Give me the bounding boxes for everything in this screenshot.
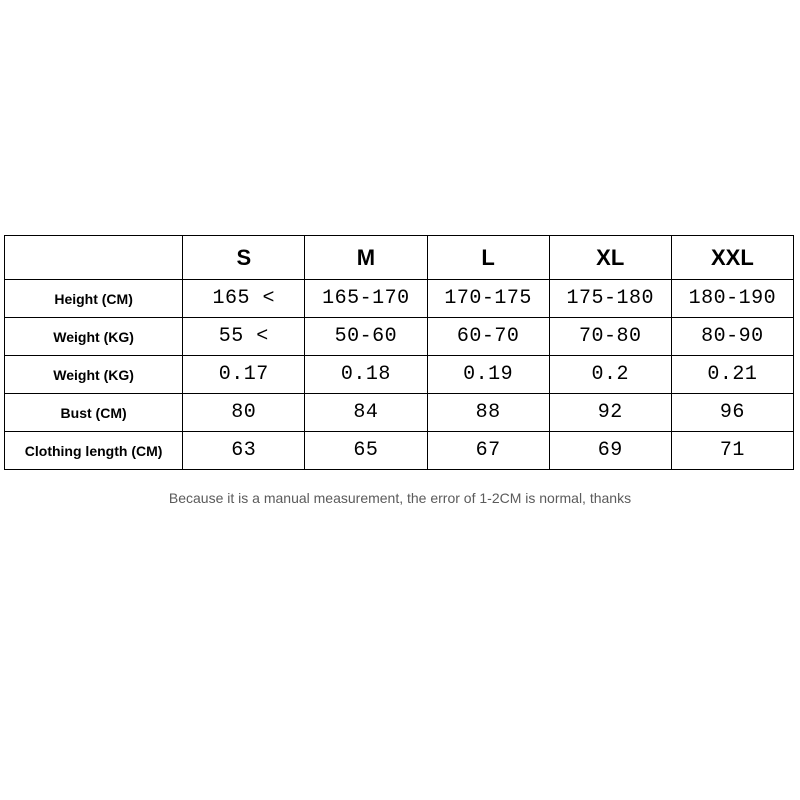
cell-weight1-xxl: 80-90 <box>671 318 793 356</box>
cell-height-l: 170-175 <box>427 280 549 318</box>
cell-length-m: 65 <box>305 432 427 470</box>
header-row: S M L XL XXL <box>5 236 794 280</box>
table-row: Clothing length (CM) 63 65 67 69 71 <box>5 432 794 470</box>
row-label: Weight (KG) <box>5 356 183 394</box>
cell-weight2-xxl: 0.21 <box>671 356 793 394</box>
cell-weight1-m: 50-60 <box>305 318 427 356</box>
cell-length-l: 67 <box>427 432 549 470</box>
header-m: M <box>305 236 427 280</box>
cell-bust-s: 80 <box>183 394 305 432</box>
cell-height-s: 165 < <box>183 280 305 318</box>
header-xl: XL <box>549 236 671 280</box>
cell-height-xl: 175-180 <box>549 280 671 318</box>
table-row: Height (CM) 165 < 165-170 170-175 175-18… <box>5 280 794 318</box>
cell-weight1-l: 60-70 <box>427 318 549 356</box>
cell-bust-m: 84 <box>305 394 427 432</box>
header-xxl: XXL <box>671 236 793 280</box>
table-row: Weight (KG) 55 < 50-60 60-70 70-80 80-90 <box>5 318 794 356</box>
header-s: S <box>183 236 305 280</box>
row-label: Height (CM) <box>5 280 183 318</box>
cell-weight2-s: 0.17 <box>183 356 305 394</box>
row-label: Clothing length (CM) <box>5 432 183 470</box>
cell-length-s: 63 <box>183 432 305 470</box>
size-chart-container: S M L XL XXL Height (CM) 165 < 165-170 1… <box>4 235 794 470</box>
cell-bust-xxl: 96 <box>671 394 793 432</box>
cell-bust-xl: 92 <box>549 394 671 432</box>
cell-weight1-s: 55 < <box>183 318 305 356</box>
cell-weight2-xl: 0.2 <box>549 356 671 394</box>
cell-bust-l: 88 <box>427 394 549 432</box>
cell-length-xxl: 71 <box>671 432 793 470</box>
cell-weight1-xl: 70-80 <box>549 318 671 356</box>
table-row: Bust (CM) 80 84 88 92 96 <box>5 394 794 432</box>
header-l: L <box>427 236 549 280</box>
row-label: Weight (KG) <box>5 318 183 356</box>
cell-height-xxl: 180-190 <box>671 280 793 318</box>
cell-height-m: 165-170 <box>305 280 427 318</box>
header-blank <box>5 236 183 280</box>
page: S M L XL XXL Height (CM) 165 < 165-170 1… <box>0 0 800 800</box>
row-label: Bust (CM) <box>5 394 183 432</box>
table-row: Weight (KG) 0.17 0.18 0.19 0.2 0.21 <box>5 356 794 394</box>
cell-weight2-m: 0.18 <box>305 356 427 394</box>
size-chart-table: S M L XL XXL Height (CM) 165 < 165-170 1… <box>4 235 794 470</box>
cell-length-xl: 69 <box>549 432 671 470</box>
measurement-note: Because it is a manual measurement, the … <box>0 490 800 506</box>
cell-weight2-l: 0.19 <box>427 356 549 394</box>
